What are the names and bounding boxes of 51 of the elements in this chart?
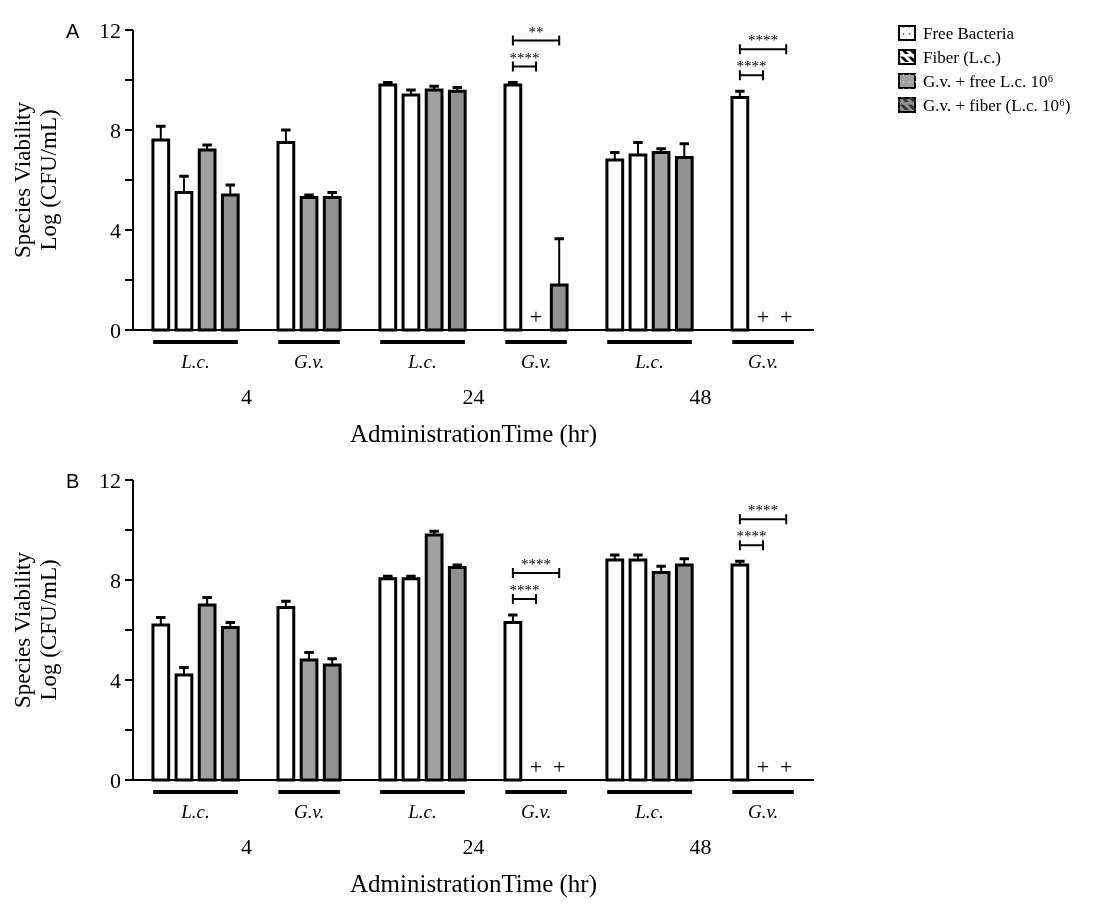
y-axis-title: Species Viability Log (CFU/mL)	[10, 551, 61, 708]
x-tick-label: G.v.	[747, 801, 779, 822]
annotation: ****	[521, 556, 552, 572]
text: +	[779, 754, 793, 779]
annotation: **	[528, 23, 544, 40]
y-tick-label: 8	[110, 117, 121, 143]
y-axis-title: Species Viability Log (CFU/mL)	[10, 101, 61, 258]
legend-label: G.v. + fiber (L.c. 10⁶)	[923, 96, 1071, 115]
x-tick-label: G.v.	[520, 801, 552, 822]
x-tick-label: L.c.	[634, 801, 664, 822]
annotation: ****	[748, 32, 779, 49]
y-tick-label: 4	[110, 217, 121, 243]
x-tick-label: L.c.	[407, 351, 437, 372]
text: +	[552, 754, 566, 779]
y-tick-label: 12	[99, 467, 121, 493]
x-tick-label: G.v.	[293, 801, 325, 822]
y-tick-label: 0	[110, 767, 121, 793]
legend-label: Fiber (L.c.)	[923, 48, 1001, 67]
legend-label: Free Bacteria	[923, 24, 1015, 43]
text: 48	[689, 834, 712, 859]
text: 4	[241, 384, 252, 409]
text: 24	[462, 834, 485, 859]
x-tick-label: L.c.	[407, 801, 437, 822]
x-tick-label: L.c.	[180, 351, 210, 372]
x-tick-label: G.v.	[293, 351, 325, 372]
text: 48	[689, 384, 712, 409]
text: +	[756, 754, 770, 779]
y-tick-label: 0	[110, 317, 121, 343]
x-axis-title: AdministrationTime (hr)	[350, 420, 597, 448]
x-tick-label: G.v.	[520, 351, 552, 372]
x-tick-label: L.c.	[180, 801, 210, 822]
chart-title: B	[66, 470, 80, 492]
legend-label: G.v. + free L.c. 10⁶	[923, 72, 1054, 91]
chart-title: A	[66, 20, 80, 42]
text: +	[529, 304, 543, 329]
text: 24	[462, 384, 485, 409]
annotation: ****	[509, 49, 540, 66]
y-tick-label: 4	[110, 667, 121, 693]
text: +	[529, 754, 543, 779]
x-tick-label: L.c.	[634, 351, 664, 372]
x-tick-label: G.v.	[747, 351, 779, 372]
y-tick-label: 8	[110, 567, 121, 593]
annotation: ****	[748, 502, 779, 519]
text: 4	[241, 834, 252, 859]
y-tick-label: 12	[99, 17, 121, 43]
annotation: ****	[736, 58, 767, 75]
text: +	[756, 304, 770, 329]
annotation: ****	[736, 528, 767, 545]
annotation: ****	[509, 582, 540, 598]
text: +	[779, 304, 793, 329]
x-axis-title: AdministrationTime (hr)	[350, 870, 597, 898]
